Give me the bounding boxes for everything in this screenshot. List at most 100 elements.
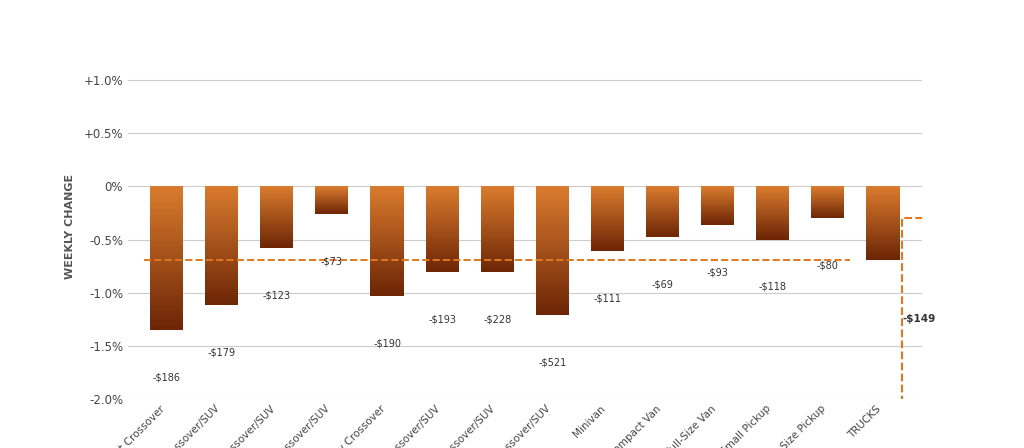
Bar [811, 206, 845, 207]
Bar [426, 199, 459, 201]
Bar [260, 198, 293, 199]
Bar [811, 205, 845, 206]
Bar [205, 289, 239, 292]
Bar [701, 194, 734, 195]
Bar [591, 228, 624, 230]
Bar [757, 219, 790, 220]
Bar [426, 268, 459, 270]
Bar [426, 233, 459, 234]
Bar [371, 221, 403, 223]
Bar [205, 192, 239, 194]
Bar [480, 215, 514, 216]
Bar [480, 198, 514, 199]
Bar [757, 213, 790, 214]
Bar [260, 236, 293, 237]
Bar [260, 242, 293, 243]
Bar [480, 248, 514, 250]
Bar [591, 205, 624, 206]
Bar [757, 218, 790, 219]
Bar [536, 244, 569, 246]
Bar [866, 210, 899, 211]
Bar [205, 194, 239, 196]
Bar [151, 306, 183, 308]
Bar [866, 208, 899, 210]
Bar [591, 224, 624, 225]
Bar [260, 216, 293, 217]
Bar [591, 221, 624, 222]
Bar [205, 266, 239, 267]
Bar [426, 231, 459, 233]
Bar [480, 209, 514, 211]
Bar [701, 191, 734, 192]
Bar [591, 211, 624, 212]
Bar [480, 261, 514, 263]
Bar [151, 229, 183, 232]
Bar [757, 186, 790, 187]
Bar [536, 242, 569, 244]
Bar [701, 214, 734, 215]
Bar [260, 238, 293, 239]
Bar [646, 189, 679, 190]
Bar [426, 252, 459, 254]
Bar [536, 231, 569, 233]
Bar [536, 300, 569, 302]
Bar [866, 191, 899, 193]
Bar [426, 265, 459, 267]
Bar [260, 247, 293, 248]
Bar [315, 186, 348, 187]
Bar [701, 187, 734, 188]
Bar [205, 230, 239, 232]
Bar [811, 207, 845, 208]
Bar [205, 248, 239, 250]
Bar [591, 231, 624, 232]
Bar [371, 219, 403, 221]
Bar [811, 190, 845, 191]
Bar [371, 217, 403, 219]
Bar [646, 215, 679, 216]
Bar [205, 284, 239, 285]
Bar [480, 228, 514, 229]
Bar [426, 205, 459, 207]
Bar [371, 215, 403, 217]
Bar [151, 299, 183, 301]
Bar [260, 197, 293, 198]
Bar [426, 244, 459, 245]
Bar [757, 227, 790, 228]
Bar [371, 261, 403, 263]
Bar [536, 240, 569, 242]
Bar [205, 276, 239, 278]
Bar [646, 227, 679, 228]
Bar [205, 270, 239, 271]
Bar [646, 202, 679, 203]
Bar [701, 218, 734, 219]
Bar [371, 268, 403, 270]
Bar [151, 234, 183, 237]
Bar [536, 250, 569, 253]
Bar [205, 264, 239, 266]
Bar [480, 227, 514, 228]
Bar [757, 228, 790, 229]
Bar [866, 257, 899, 258]
Bar [371, 254, 403, 256]
Bar [646, 225, 679, 226]
Bar [591, 246, 624, 247]
Bar [701, 217, 734, 218]
Bar [866, 223, 899, 224]
Bar [205, 204, 239, 206]
Bar [260, 228, 293, 229]
Bar [315, 199, 348, 200]
Bar [591, 236, 624, 237]
Bar [205, 189, 239, 190]
Bar [480, 201, 514, 202]
Bar [315, 210, 348, 211]
Bar [371, 248, 403, 250]
Bar [260, 204, 293, 205]
Bar [480, 237, 514, 238]
Bar [205, 288, 239, 289]
Bar [260, 243, 293, 244]
Bar [536, 263, 569, 266]
Bar [536, 197, 569, 199]
Bar [205, 274, 239, 276]
Bar [371, 201, 403, 203]
Bar [646, 197, 679, 198]
